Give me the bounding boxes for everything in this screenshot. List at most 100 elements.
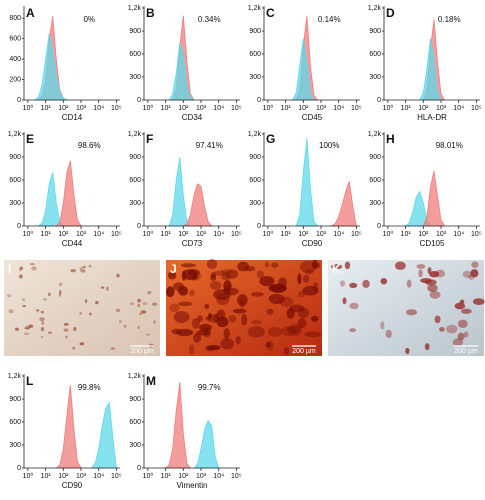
- x-tick-label: 10³: [196, 231, 207, 238]
- x-tick-label: 10¹: [161, 105, 172, 112]
- histogram: [330, 181, 357, 227]
- histogram: [292, 38, 315, 101]
- stain: [429, 271, 440, 278]
- stain: [220, 338, 235, 350]
- y-tick-label: 900: [129, 154, 141, 161]
- y-tick-label: 300: [129, 200, 141, 207]
- stain: [216, 293, 230, 306]
- y-tick-label: 300: [369, 74, 381, 81]
- x-tick-label: 10²: [58, 105, 69, 112]
- x-tick-label: 10⁵: [111, 231, 122, 238]
- stain: [197, 315, 203, 322]
- x-tick-label: 10¹: [401, 105, 412, 112]
- stain: [454, 302, 466, 310]
- stain: [88, 264, 92, 268]
- y-tick-label: 0: [17, 465, 21, 472]
- stain: [72, 346, 76, 350]
- y-tick-label: 1,2k: [8, 373, 22, 380]
- stain: [205, 345, 216, 352]
- x-tick-label: 10⁰: [263, 230, 274, 238]
- stain: [8, 309, 14, 314]
- percentage: 0.18%: [438, 15, 461, 24]
- stain: [18, 268, 22, 272]
- stain: [380, 278, 388, 285]
- stain: [362, 279, 370, 289]
- stain: [206, 258, 218, 270]
- stain: [394, 261, 406, 270]
- stain: [73, 326, 77, 332]
- stain: [349, 328, 357, 333]
- stain: [139, 312, 142, 316]
- y-tick-label: 900: [369, 154, 381, 161]
- x-tick-label: 10³: [196, 473, 207, 480]
- stain: [147, 290, 152, 295]
- y-tick-label: 0: [137, 97, 141, 104]
- y-tick-label: 0: [257, 97, 261, 104]
- stain: [130, 302, 134, 305]
- stain: [137, 298, 142, 303]
- x-tick-label: 10³: [76, 105, 87, 112]
- stain: [146, 333, 150, 336]
- x-tick-label: 10¹: [281, 231, 292, 238]
- percentage: 0%: [83, 15, 95, 24]
- stain: [95, 301, 99, 305]
- stain: [208, 313, 213, 319]
- panel-label: M: [146, 374, 156, 388]
- stain: [289, 324, 302, 336]
- x-tick-label: 10³: [436, 231, 447, 238]
- stain: [305, 269, 315, 275]
- y-tick-label: 900: [369, 28, 381, 35]
- y-tick-label: 600: [129, 177, 141, 184]
- stain: [35, 309, 40, 312]
- stain: [471, 261, 479, 268]
- panel-label: J: [170, 262, 177, 276]
- x-tick-label: 10¹: [281, 105, 292, 112]
- y-tick-label: 0: [377, 97, 381, 104]
- stain: [82, 265, 86, 269]
- stain: [41, 321, 45, 325]
- stain: [452, 338, 464, 347]
- stain: [196, 329, 211, 336]
- x-tick-label: 10⁰: [23, 104, 34, 112]
- x-tick-label: 10⁵: [471, 231, 482, 238]
- y-tick-label: 300: [9, 442, 21, 449]
- x-tick-label: 10⁰: [23, 472, 34, 480]
- stain: [59, 282, 63, 287]
- stain: [204, 316, 211, 321]
- y-tick-label: 600: [249, 51, 261, 58]
- stain: [22, 305, 26, 308]
- histogram: [422, 170, 446, 227]
- x-tick-label: 10⁰: [383, 104, 394, 112]
- x-tick-label: 10⁴: [453, 231, 464, 238]
- stain: [265, 341, 271, 348]
- y-tick-label: 900: [249, 154, 261, 161]
- panel-label: D: [386, 6, 395, 20]
- y-tick-label: 300: [129, 442, 141, 449]
- percentage: 0.34%: [198, 15, 221, 24]
- x-tick-label: 10⁴: [333, 105, 344, 112]
- histogram: [55, 160, 82, 227]
- stain: [137, 303, 141, 308]
- y-tick-label: 1,2k: [128, 373, 142, 380]
- stain: [247, 326, 266, 338]
- x-axis-label: CD14: [62, 113, 83, 122]
- stain: [266, 340, 274, 351]
- stain: [418, 269, 423, 278]
- x-tick-label: 10¹: [401, 231, 412, 238]
- stain: [28, 324, 34, 329]
- stain: [22, 298, 25, 302]
- stain: [80, 269, 86, 273]
- scale-bar-label: 200 µm: [292, 348, 316, 355]
- stain: [435, 269, 446, 278]
- x-tick-label: 10⁵: [351, 105, 362, 112]
- stain: [89, 312, 92, 316]
- stain: [251, 319, 263, 325]
- stain: [213, 270, 228, 276]
- stain: [446, 324, 458, 334]
- y-tick-label: 800: [9, 15, 21, 22]
- histogram: [37, 172, 65, 227]
- stain: [385, 329, 392, 339]
- histogram: [193, 419, 220, 469]
- x-tick-label: 10²: [178, 473, 189, 480]
- stain: [304, 331, 322, 338]
